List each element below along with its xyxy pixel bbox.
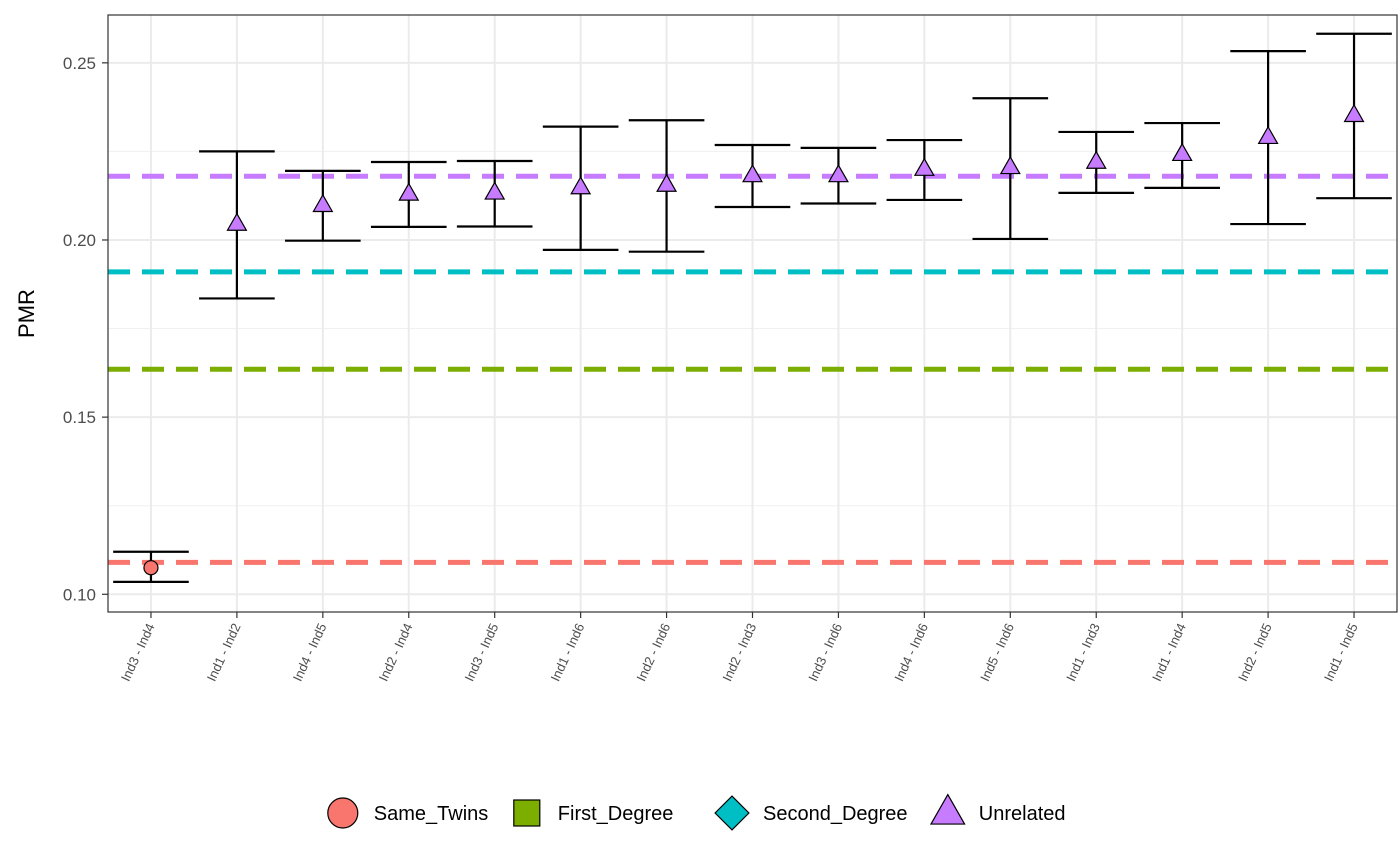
error-bars xyxy=(113,32,1392,583)
legend-item-first-degree: First_Degree xyxy=(513,799,674,827)
data-point-triangle xyxy=(999,155,1021,175)
x-tick-label: Ind2 - Ind3 xyxy=(719,621,759,684)
data-point-circle xyxy=(143,560,159,576)
x-tick-label: Ind1 - Ind6 xyxy=(547,621,587,684)
x-tick-label: Ind1 - Ind2 xyxy=(204,621,244,684)
legend-item-same-twins: Same_Twins xyxy=(327,797,489,829)
grid xyxy=(108,15,1397,612)
data-point-triangle xyxy=(484,181,506,200)
x-tick-label: Ind3 - Ind4 xyxy=(118,621,158,684)
x-axis: Ind3 - Ind4 Ind1 - Ind2 Ind4 - Ind5 Ind2 - … xyxy=(118,612,1361,684)
data-point-triangle xyxy=(827,163,849,183)
data-point-triangle xyxy=(226,212,248,231)
x-tick-label: Ind1 - Ind5 xyxy=(1321,621,1361,684)
x-tick-label: Ind5 - Ind6 xyxy=(977,621,1017,684)
x-tick-label: Ind2 - Ind6 xyxy=(633,621,673,684)
data-point-triangle xyxy=(1343,103,1365,123)
data-point-triangle xyxy=(913,157,935,176)
legend: Same_Twins First_Degree Second_Degree Unrel… xyxy=(327,793,1066,831)
x-tick-label: Ind3 - Ind5 xyxy=(462,621,502,684)
legend-label: Second_Degree xyxy=(763,803,908,825)
legend-label: Same_Twins xyxy=(374,803,489,825)
y-tick-label: 0.20 xyxy=(63,231,96,250)
legend-key-triangle xyxy=(929,793,966,825)
x-tick-label: Ind2 - Ind5 xyxy=(1235,621,1275,684)
x-tick-label: Ind4 - Ind6 xyxy=(891,621,931,684)
legend-label: First_Degree xyxy=(558,803,674,825)
data-point-triangle xyxy=(1171,142,1193,162)
legend-key-diamond xyxy=(714,795,750,831)
data-point-triangle xyxy=(312,193,334,213)
y-tick-label: 0.25 xyxy=(63,54,96,73)
data-points xyxy=(143,103,1365,576)
x-tick-label: Ind4 - Ind5 xyxy=(290,621,330,684)
y-tick-label: 0.15 xyxy=(63,408,96,427)
x-tick-label: Ind3 - Ind6 xyxy=(805,621,845,684)
y-tick-label: 0.10 xyxy=(63,585,96,604)
legend-item-unrelated: Unrelated xyxy=(929,793,1066,825)
legend-key-square xyxy=(513,799,541,827)
legend-item-second-degree: Second_Degree xyxy=(714,795,908,831)
x-tick-label: Ind1 - Ind4 xyxy=(1149,621,1189,684)
data-point-triangle xyxy=(656,173,678,192)
y-axis-title: PMR xyxy=(14,289,39,338)
data-point-triangle xyxy=(1085,150,1107,169)
data-point-triangle xyxy=(398,182,420,201)
data-point-triangle xyxy=(742,163,763,183)
x-tick-label: Ind2 - Ind4 xyxy=(376,621,416,684)
y-axis: 0.10 0.15 0.20 0.25 xyxy=(63,54,108,604)
legend-label: Unrelated xyxy=(979,803,1066,825)
data-point-triangle xyxy=(1257,125,1279,145)
x-tick-label: Ind1 - Ind3 xyxy=(1063,621,1103,684)
legend-key-circle xyxy=(327,797,359,829)
data-point-triangle xyxy=(570,175,592,195)
